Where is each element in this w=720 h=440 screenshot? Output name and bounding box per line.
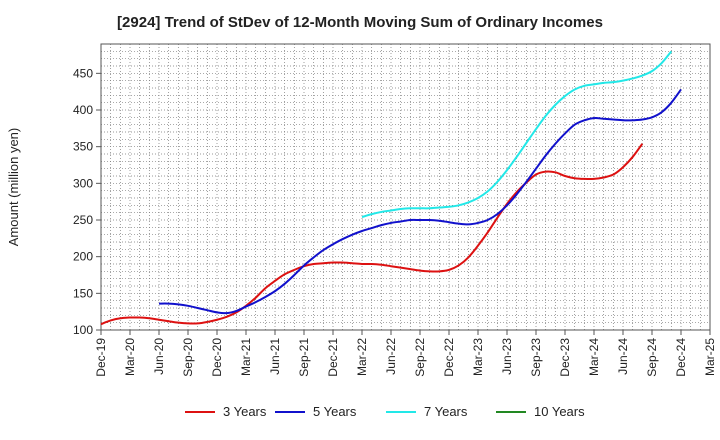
legend-swatch (386, 410, 416, 413)
series-line-7-years (361, 50, 673, 219)
legend-label: 3 Years (223, 404, 267, 419)
x-tick-label: Mar-21 (239, 338, 253, 376)
x-tick-label: Dec-19 (94, 338, 108, 377)
x-tick-label: Sep-24 (645, 338, 659, 377)
plot-area-frame (100, 43, 711, 331)
legend-swatch (275, 410, 305, 413)
legend: 3 Years 5 Years 7 Years 10 Years (0, 404, 720, 426)
x-tick-label: Sep-20 (181, 338, 195, 377)
x-tick-label: Jun-23 (500, 338, 514, 375)
legend-item-3-years: 3 Years (185, 404, 266, 419)
y-tick-label: 350 (73, 140, 93, 154)
x-tick-label: Mar-25 (703, 338, 717, 376)
x-tick-label: Jun-22 (384, 338, 398, 375)
x-tick-label: Mar-24 (587, 338, 601, 376)
y-tick-label: 400 (73, 103, 93, 117)
x-tick-label: Dec-24 (674, 338, 688, 377)
y-tick-label: 250 (73, 213, 93, 227)
y-tick-label: 200 (73, 250, 93, 264)
legend-item-10-years: 10 Years (496, 404, 585, 419)
legend-label: 7 Years (424, 404, 468, 419)
x-tick-label: Mar-22 (355, 338, 369, 376)
x-tick-label: Jun-21 (268, 338, 282, 375)
x-tick-label: Dec-20 (210, 338, 224, 377)
legend-item-5-years: 5 Years (275, 404, 356, 419)
x-tick-label: Sep-21 (297, 338, 311, 377)
legend-item-7-years: 7 Years (386, 404, 467, 419)
x-tick-label: Jun-20 (152, 338, 166, 375)
y-tick-label: 300 (73, 176, 93, 190)
x-tick-label: Dec-21 (326, 338, 340, 377)
legend-swatch (496, 410, 526, 413)
x-tick-label: Sep-22 (413, 338, 427, 377)
chart-title: [2924] Trend of StDev of 12-Month Moving… (117, 14, 603, 31)
x-tick-label: Dec-23 (558, 338, 572, 377)
x-tick-label: Jun-24 (616, 338, 630, 375)
series-line-3-years (100, 143, 644, 326)
x-tick-label: Mar-20 (123, 338, 137, 376)
legend-label: 5 Years (313, 404, 357, 419)
x-tick-label: Dec-22 (442, 338, 456, 377)
x-tick-label: Mar-23 (471, 338, 485, 376)
legend-swatch (185, 410, 215, 413)
series-line-5-years (158, 88, 682, 315)
y-axis-label: Amount (million yen) (6, 128, 21, 247)
x-tick-label: Sep-23 (529, 338, 543, 377)
legend-label: 10 Years (534, 404, 585, 419)
y-tick-label: 450 (73, 66, 93, 80)
y-tick-label: 100 (73, 323, 93, 337)
y-tick-label: 150 (73, 286, 93, 300)
